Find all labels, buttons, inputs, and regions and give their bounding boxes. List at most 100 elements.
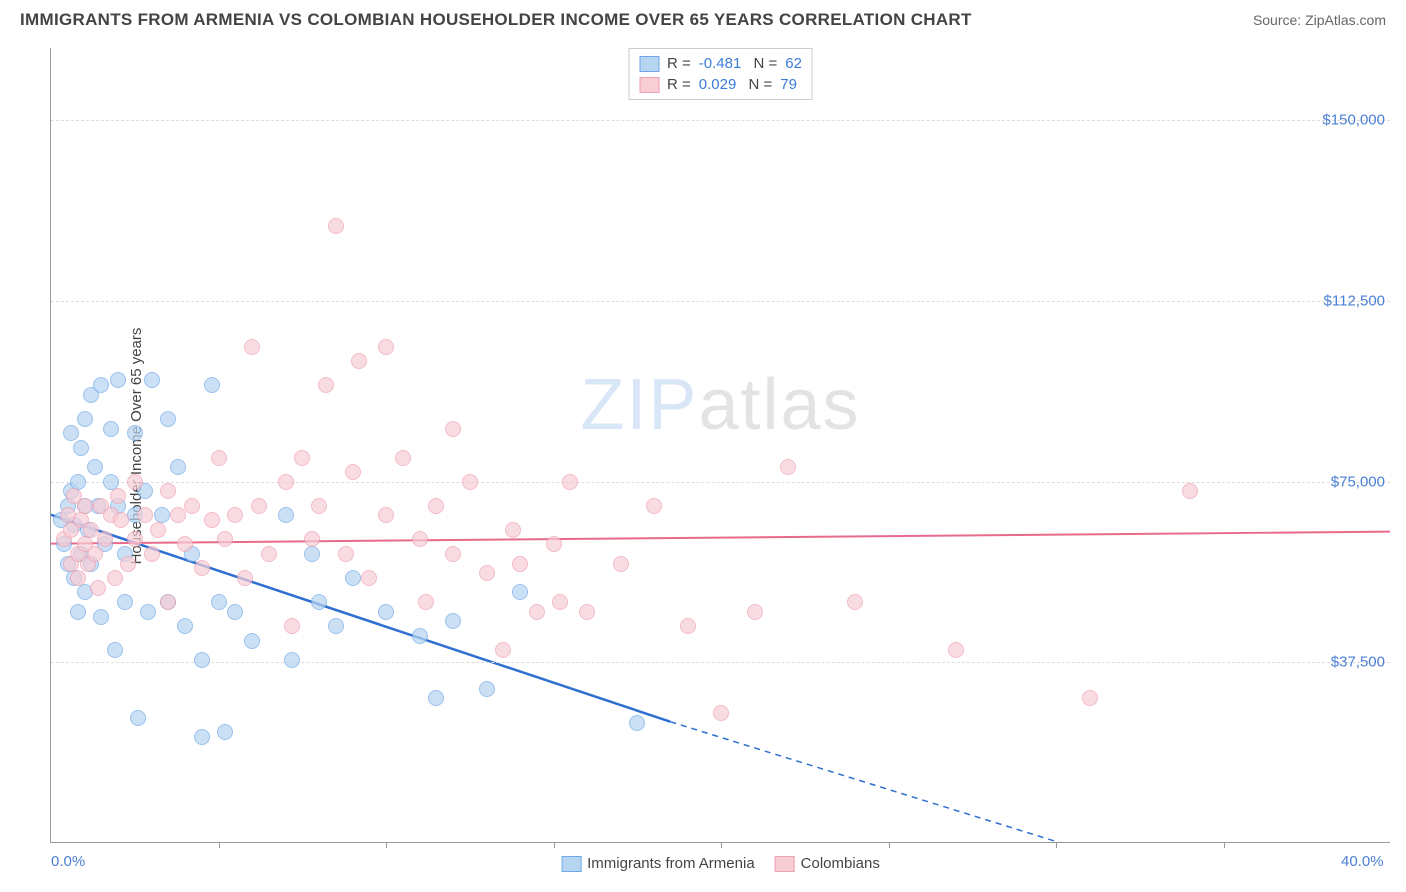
watermark-zip: ZIP: [580, 365, 698, 445]
data-point: [562, 474, 578, 490]
data-point: [445, 546, 461, 562]
watermark-atlas: atlas: [698, 365, 860, 445]
data-point: [70, 604, 86, 620]
legend-item-colombians: Colombians: [775, 855, 880, 872]
data-point: [629, 715, 645, 731]
data-point: [1182, 483, 1198, 499]
gridline: [51, 301, 1390, 302]
data-point: [150, 522, 166, 538]
data-point: [512, 584, 528, 600]
data-point: [170, 459, 186, 475]
data-point: [93, 377, 109, 393]
y-tick-label: $37,500: [1331, 654, 1385, 671]
legend-item-armenia: Immigrants from Armenia: [561, 855, 755, 872]
data-point: [378, 604, 394, 620]
data-point: [284, 618, 300, 634]
data-point: [103, 421, 119, 437]
data-point: [244, 339, 260, 355]
data-point: [140, 604, 156, 620]
data-point: [412, 628, 428, 644]
data-point: [194, 729, 210, 745]
watermark: ZIPatlas: [580, 364, 860, 446]
scatter-chart: ZIPatlas R = -0.481 N = 62 R = 0.029 N =…: [50, 48, 1390, 843]
data-point: [304, 546, 320, 562]
source: Source: ZipAtlas.com: [1253, 12, 1386, 28]
data-point: [117, 594, 133, 610]
data-point: [278, 507, 294, 523]
data-point: [445, 613, 461, 629]
data-point: [244, 633, 260, 649]
data-point: [780, 459, 796, 475]
data-point: [462, 474, 478, 490]
data-point: [93, 609, 109, 625]
data-point: [204, 512, 220, 528]
data-point: [351, 353, 367, 369]
data-point: [63, 425, 79, 441]
data-point: [278, 474, 294, 490]
data-point: [127, 531, 143, 547]
data-point: [127, 425, 143, 441]
n-value-armenia: 62: [785, 55, 802, 72]
data-point: [211, 594, 227, 610]
data-point: [546, 536, 562, 552]
data-point: [445, 421, 461, 437]
data-point: [120, 556, 136, 572]
data-point: [646, 498, 662, 514]
data-point: [177, 618, 193, 634]
data-point: [77, 411, 93, 427]
legend-swatch-colombians-b: [775, 856, 795, 872]
legend-label-colombians: Colombians: [801, 855, 880, 872]
n-value-colombians: 79: [780, 76, 797, 93]
r-value-colombians: 0.029: [699, 76, 737, 93]
data-point: [97, 531, 113, 547]
data-point: [304, 531, 320, 547]
data-point: [194, 652, 210, 668]
data-point: [261, 546, 277, 562]
data-point: [217, 531, 233, 547]
legend-swatch-armenia: [639, 56, 659, 72]
data-point: [110, 488, 126, 504]
data-point: [130, 710, 146, 726]
data-point: [505, 522, 521, 538]
legend-row-colombians: R = 0.029 N = 79: [639, 74, 802, 95]
data-point: [361, 570, 377, 586]
x-tick-label: 40.0%: [1341, 853, 1384, 870]
legend-swatch-armenia-b: [561, 856, 581, 872]
r-value-armenia: -0.481: [699, 55, 742, 72]
data-point: [70, 570, 86, 586]
data-point: [847, 594, 863, 610]
data-point: [552, 594, 568, 610]
data-point: [144, 546, 160, 562]
data-point: [378, 339, 394, 355]
legend-correlation: R = -0.481 N = 62 R = 0.029 N = 79: [628, 48, 813, 100]
legend-series: Immigrants from Armenia Colombians: [561, 855, 880, 872]
data-point: [345, 464, 361, 480]
data-point: [127, 474, 143, 490]
data-point: [412, 531, 428, 547]
gridline: [51, 662, 1390, 663]
x-minor-tick: [721, 842, 722, 848]
data-point: [418, 594, 434, 610]
data-point: [184, 498, 200, 514]
x-minor-tick: [386, 842, 387, 848]
data-point: [87, 459, 103, 475]
data-point: [613, 556, 629, 572]
data-point: [113, 512, 129, 528]
source-label: Source:: [1253, 12, 1301, 28]
data-point: [177, 536, 193, 552]
data-point: [90, 580, 106, 596]
y-tick-label: $150,000: [1322, 112, 1385, 129]
data-point: [479, 681, 495, 697]
data-point: [318, 377, 334, 393]
data-point: [107, 642, 123, 658]
data-point: [87, 546, 103, 562]
x-minor-tick: [889, 842, 890, 848]
data-point: [160, 483, 176, 499]
data-point: [251, 498, 267, 514]
x-minor-tick: [554, 842, 555, 848]
data-point: [328, 218, 344, 234]
data-point: [144, 372, 160, 388]
y-tick-label: $75,000: [1331, 473, 1385, 490]
x-minor-tick: [219, 842, 220, 848]
data-point: [747, 604, 763, 620]
